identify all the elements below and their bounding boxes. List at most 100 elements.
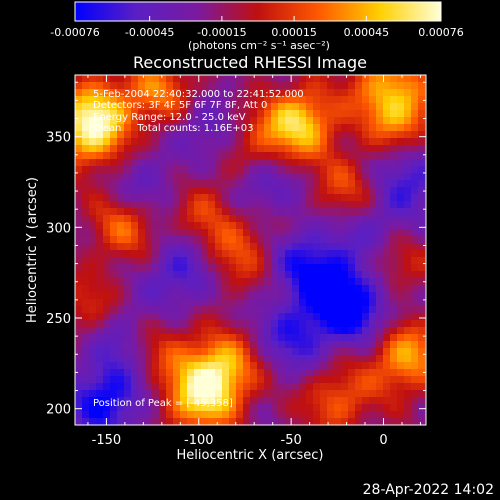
heatmap-cell <box>250 131 258 139</box>
heatmap-cell <box>264 89 272 97</box>
heatmap-cell <box>355 208 363 216</box>
heatmap-cell <box>194 236 202 244</box>
heatmap-cell <box>271 376 279 384</box>
heatmap-cell <box>166 96 174 104</box>
heatmap-cell <box>236 257 244 265</box>
heatmap-cell <box>383 103 391 111</box>
heatmap-cell <box>397 131 405 139</box>
heatmap-cell <box>390 341 398 349</box>
heatmap-cell <box>180 194 188 202</box>
heatmap-cell <box>215 159 223 167</box>
heatmap-cell <box>355 117 363 125</box>
heatmap-cell <box>215 348 223 356</box>
heatmap-cell <box>390 355 398 363</box>
heatmap-cell <box>208 327 216 335</box>
heatmap-cell <box>390 292 398 300</box>
heatmap-cell <box>404 75 412 83</box>
heatmap-cell <box>187 250 195 258</box>
heatmap-cell <box>243 82 251 90</box>
heatmap-cell <box>194 201 202 209</box>
heatmap-cell <box>229 320 237 328</box>
heatmap-cell <box>236 390 244 398</box>
heatmap-cell <box>159 96 167 104</box>
heatmap-cell <box>355 285 363 293</box>
heatmap-cell <box>292 103 300 111</box>
heatmap-cell <box>320 299 328 307</box>
heatmap-cell <box>243 390 251 398</box>
heatmap-cell <box>138 355 146 363</box>
heatmap-cell <box>173 194 181 202</box>
heatmap-cell <box>292 404 300 412</box>
heatmap-cell <box>264 390 272 398</box>
heatmap-cell <box>376 320 384 328</box>
heatmap-cell <box>264 159 272 167</box>
heatmap-cell <box>355 383 363 391</box>
heatmap-cell <box>236 110 244 118</box>
heatmap-cell <box>124 201 132 209</box>
heatmap-cell <box>96 82 104 90</box>
heatmap-cell <box>320 124 328 132</box>
heatmap-cell <box>397 145 405 153</box>
heatmap-cell <box>257 159 265 167</box>
heatmap-cell <box>110 271 118 279</box>
heatmap-cell <box>341 418 349 425</box>
heatmap-cell <box>215 152 223 160</box>
heatmap-cell <box>229 383 237 391</box>
heatmap-cell <box>89 271 97 279</box>
heatmap-cell <box>173 96 181 104</box>
heatmap-cell <box>145 215 153 223</box>
heatmap-cell <box>180 201 188 209</box>
heatmap-cell <box>327 89 335 97</box>
heatmap-cell <box>145 173 153 181</box>
heatmap-cell <box>110 355 118 363</box>
heatmap-cell <box>131 89 139 97</box>
heatmap-cell <box>243 418 251 425</box>
heatmap-cell <box>264 243 272 251</box>
heatmap-cell <box>236 327 244 335</box>
heatmap-cell <box>180 257 188 265</box>
heatmap-cell <box>362 103 370 111</box>
heatmap-cell <box>271 159 279 167</box>
heatmap-cell <box>369 376 377 384</box>
heatmap-cell <box>173 201 181 209</box>
heatmap-cell <box>383 124 391 132</box>
heatmap-cell <box>376 306 384 314</box>
heatmap-cell <box>411 229 419 237</box>
heatmap-cell <box>376 138 384 146</box>
heatmap-cell <box>404 250 412 258</box>
heatmap-cell <box>131 348 139 356</box>
heatmap-cell <box>257 362 265 370</box>
heatmap-cell <box>271 180 279 188</box>
heatmap-cell <box>145 411 153 419</box>
heatmap-cell <box>215 299 223 307</box>
heatmap-cell <box>145 299 153 307</box>
heatmap-cell <box>208 82 216 90</box>
colorbar-tick-label: 0.00015 <box>271 26 317 39</box>
heatmap-cell <box>89 96 97 104</box>
heatmap-cell <box>285 250 293 258</box>
heatmap-cell <box>397 138 405 146</box>
heatmap-cell <box>355 103 363 111</box>
heatmap-cell <box>369 145 377 153</box>
heatmap-cell <box>173 243 181 251</box>
heatmap-cell <box>187 327 195 335</box>
heatmap-cell <box>257 124 265 132</box>
heatmap-cell <box>348 264 356 272</box>
heatmap-cell <box>89 138 97 146</box>
heatmap-cell <box>222 236 230 244</box>
heatmap-cell <box>75 404 83 412</box>
heatmap-cell <box>411 292 419 300</box>
heatmap-cell <box>194 103 202 111</box>
heatmap-cell <box>257 390 265 398</box>
heatmap-cell <box>355 243 363 251</box>
heatmap-cell <box>124 82 132 90</box>
heatmap-cell <box>376 187 384 195</box>
heatmap-cell <box>383 383 391 391</box>
heatmap-cell <box>285 327 293 335</box>
heatmap-cell <box>271 418 279 425</box>
heatmap-cell <box>96 236 104 244</box>
heatmap-cell <box>75 110 83 118</box>
heatmap-cell <box>96 411 104 419</box>
heatmap-cell <box>397 152 405 160</box>
heatmap-cell <box>250 264 258 272</box>
